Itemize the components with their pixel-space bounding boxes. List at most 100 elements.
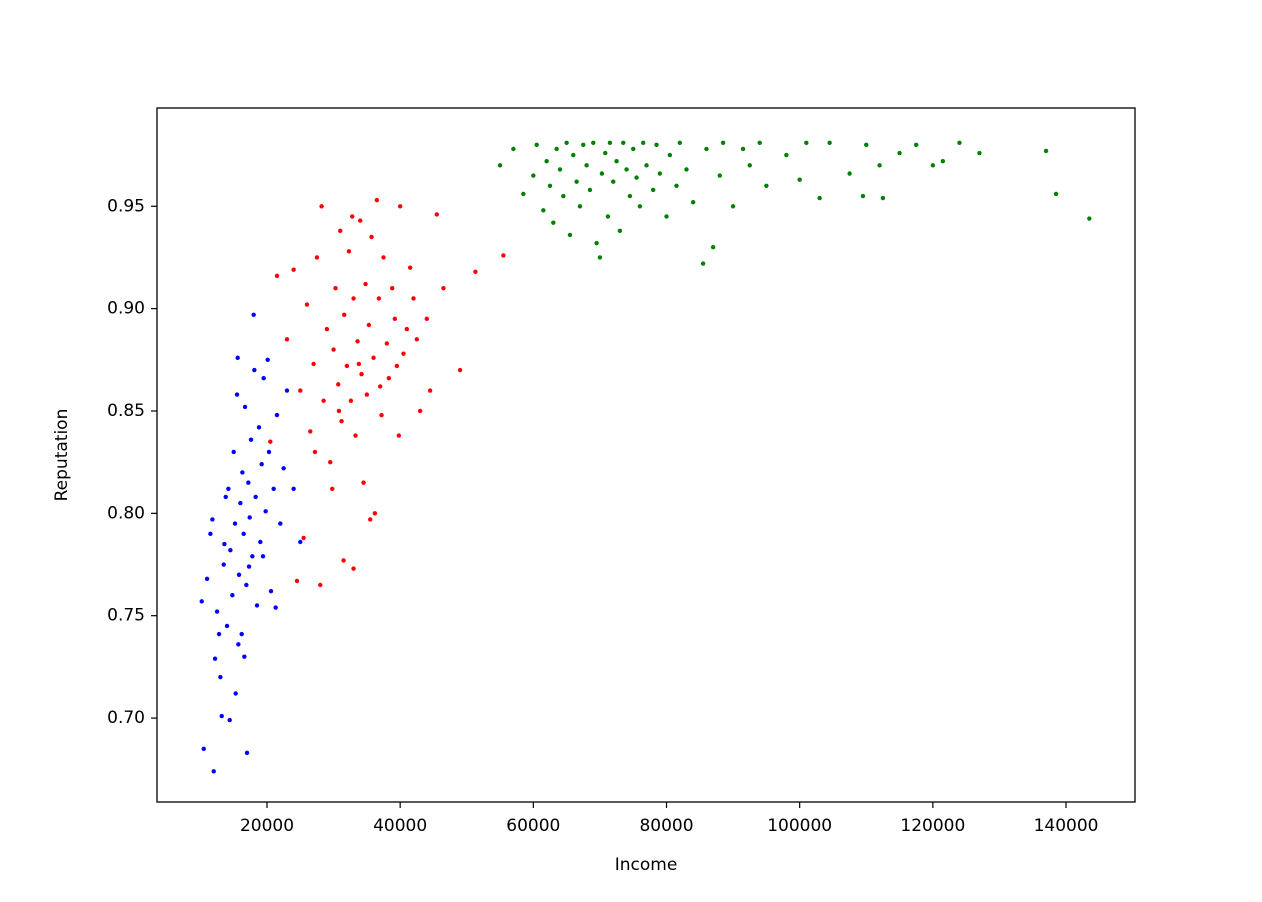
scatter-point <box>244 750 250 756</box>
scatter-point <box>212 656 218 661</box>
scatter-point <box>336 382 341 387</box>
scatter-point <box>414 337 420 342</box>
scatter-point <box>930 163 936 168</box>
scatter-point <box>235 355 240 360</box>
scatter-point <box>331 347 336 352</box>
scatter-point <box>259 462 264 467</box>
scatter-point <box>227 717 232 723</box>
scatter-point <box>603 150 608 156</box>
scatter-point <box>239 631 244 637</box>
scatter-point <box>281 466 286 471</box>
scatter-point <box>571 152 576 158</box>
scatter-point <box>730 204 736 209</box>
scatter-point <box>860 193 866 199</box>
scatter-point <box>574 179 579 184</box>
scatter-point <box>333 285 338 291</box>
scatter-point <box>252 367 257 373</box>
scatter-point <box>684 167 689 172</box>
scatter-point <box>605 214 611 219</box>
scatter-point <box>957 140 962 146</box>
scatter-point <box>384 341 390 346</box>
scatter-point <box>581 142 586 148</box>
scatter-point <box>351 296 356 301</box>
scatter-point <box>577 204 583 209</box>
scatter-point <box>396 433 402 438</box>
scatter-point <box>359 371 364 377</box>
x-tick-label: 140000 <box>1034 816 1099 836</box>
scatter-point <box>740 146 746 152</box>
x-tick-label: 20000 <box>240 816 294 836</box>
scatter-point <box>700 261 706 266</box>
scatter-point <box>223 494 228 500</box>
scatter-point <box>624 167 629 172</box>
scatter-point <box>363 281 368 287</box>
scatter-point <box>704 146 709 152</box>
scatter-point <box>650 187 656 193</box>
scatter-point <box>607 140 613 146</box>
scatter-point <box>291 486 296 491</box>
scatter-point <box>344 363 350 369</box>
scatter-point <box>214 609 220 614</box>
scatter-point <box>369 234 374 240</box>
scatter-point <box>637 204 643 209</box>
scatter-point <box>664 214 669 219</box>
scatter-point <box>521 191 526 197</box>
scatter-point <box>1087 216 1092 221</box>
scatter-point <box>266 449 272 455</box>
x-tick-label: 80000 <box>639 816 693 836</box>
scatter-point <box>427 388 433 393</box>
scatter-point <box>541 208 546 213</box>
scatter-point <box>242 404 248 410</box>
scatter-point <box>717 173 722 178</box>
scatter-point <box>547 183 553 188</box>
scatter-point <box>273 605 278 610</box>
scatter-point <box>210 517 215 522</box>
scatter-point <box>667 152 673 158</box>
scatter-point <box>392 316 398 322</box>
scatter-point <box>473 269 478 274</box>
scatter-point <box>544 159 549 164</box>
scatter-point <box>238 500 243 506</box>
scatter-point <box>417 408 423 414</box>
scatter-point <box>757 140 762 146</box>
scatter-point <box>265 357 270 363</box>
scatter-point <box>247 515 252 520</box>
scatter-point <box>339 419 344 424</box>
scatter-point <box>226 486 231 491</box>
scatter-point <box>554 146 559 152</box>
scatter-point <box>242 654 247 659</box>
scatter-point <box>564 140 569 146</box>
scatter-point <box>298 539 303 545</box>
scatter-point <box>342 312 347 317</box>
scatter-point <box>394 363 400 369</box>
scatter-point <box>216 631 222 637</box>
scatter-point <box>404 326 410 332</box>
scatter-point <box>341 558 346 563</box>
scatter-point <box>511 146 516 152</box>
y-tick-label: 0.95 <box>107 196 145 216</box>
x-tick-label: 120000 <box>900 816 965 836</box>
scatter-point <box>397 204 403 209</box>
scatter-point <box>847 171 852 176</box>
scatter-point <box>940 159 946 164</box>
scatter-point <box>246 564 252 569</box>
scatter-point <box>864 142 869 148</box>
scatter-point <box>355 339 360 344</box>
y-axis-label: Reputation <box>52 409 72 502</box>
scatter-point <box>804 140 809 146</box>
scatter-point <box>877 163 882 168</box>
scatter-point <box>747 163 752 168</box>
scatter-point <box>314 255 320 260</box>
scatter-point <box>1053 191 1059 197</box>
scatter-point <box>324 326 330 332</box>
scatter-point <box>294 578 300 584</box>
scatter-point <box>587 187 593 193</box>
scatter-point <box>557 167 563 172</box>
scatter-point <box>208 531 213 537</box>
scatter-point <box>274 412 280 418</box>
scatter-point <box>977 150 982 156</box>
scatter-point <box>389 285 395 291</box>
scatter-point <box>764 183 769 188</box>
